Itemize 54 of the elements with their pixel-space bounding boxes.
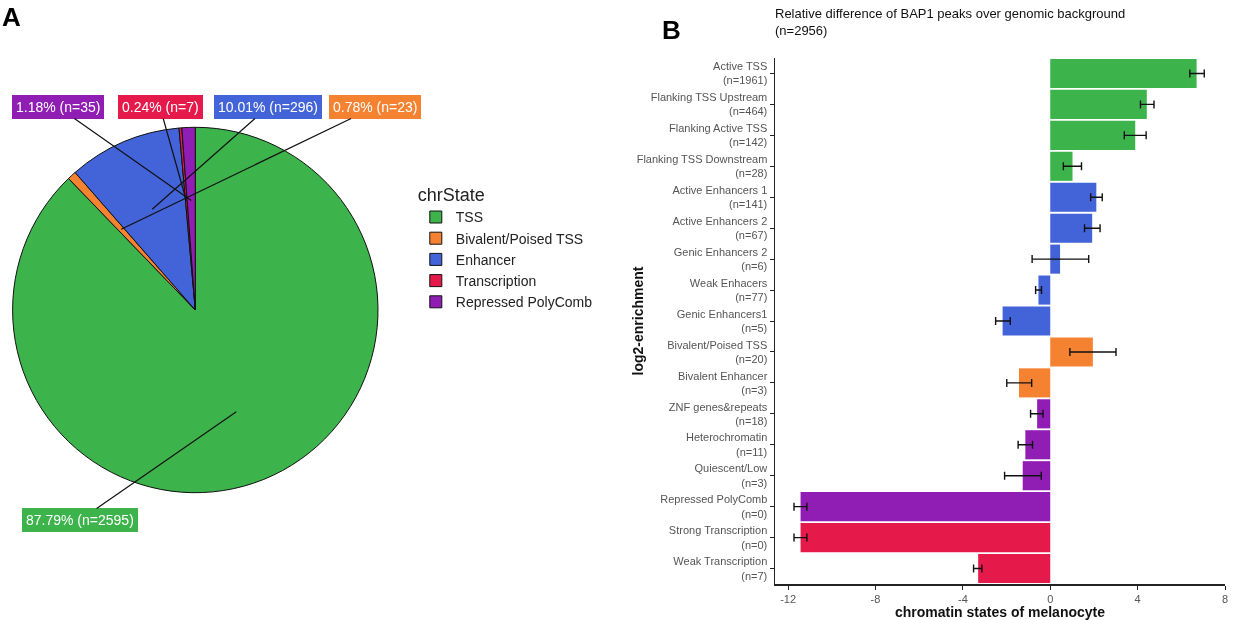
- legend-label: Transcription: [455, 273, 537, 290]
- bar: [1050, 182, 1097, 212]
- bar: [1050, 89, 1147, 119]
- bar: [1050, 120, 1136, 150]
- y-tick-label: Flanking TSS Upstream (n=464): [650, 91, 768, 118]
- text: B: [662, 15, 681, 45]
- bar: [978, 553, 1051, 584]
- y-tick-label: Genic Enhancers 2 (n=6): [673, 245, 768, 273]
- x-tick-label: 8: [1221, 592, 1229, 605]
- bar: [1022, 461, 1051, 491]
- chart-title: Relative difference of BAP1 peaks over genomic background (n=2956): [775, 6, 1126, 38]
- bar: [800, 492, 1051, 522]
- y-axis-title: log2-enrichment: [630, 266, 646, 376]
- data-label: 10.01% (n=296): [218, 99, 319, 115]
- y-tick-label: Strong Transcription (n=0): [668, 524, 768, 551]
- y-tick-label: Flanking Active TSS (n=142): [669, 122, 768, 149]
- x-tick-label: -4: [957, 592, 968, 605]
- data-label: 0.78% (n=23): [333, 99, 418, 115]
- y-tick-label: Heterochromatin (n=11): [685, 431, 768, 458]
- bar: [1050, 151, 1073, 181]
- y-tick-label: Genic Enhancers1 (n=5): [676, 307, 768, 334]
- y-tick-label: Active TSS (n=1961): [713, 60, 768, 87]
- bar: [1050, 213, 1093, 243]
- x-tick-label: 4: [1134, 592, 1141, 605]
- bar: [1025, 430, 1051, 460]
- y-tick-label: Weak Enhacers (n=77): [689, 276, 768, 304]
- data-label: 87.79% (n=2595): [26, 512, 134, 528]
- bar: [1050, 58, 1197, 89]
- legend-label: Enhancer: [455, 251, 517, 268]
- bar: [1037, 399, 1051, 429]
- legend-label: Bivalent/Poised TSS: [455, 230, 584, 247]
- y-tick-label: ZNF genes&repeats (n=18): [668, 400, 768, 427]
- x-tick-label: -8: [870, 592, 881, 605]
- y-tick-label: Flanking TSS Downstream (n=28): [636, 152, 768, 180]
- x-axis-title: chromatin states of melanocyte: [894, 604, 1106, 620]
- x-tick-label: 0: [1047, 592, 1054, 605]
- data-label: 0.24% (n=7): [122, 99, 199, 115]
- bar: [800, 523, 1051, 553]
- y-tick-label: Weak Transcription (n=7): [673, 555, 768, 582]
- y-tick-label: Bivalent/Poised TSS (n=20): [667, 338, 768, 365]
- y-tick-label: Active Enhancers 2 (n=67): [672, 214, 768, 242]
- data-label: 1.18% (n=35): [16, 99, 101, 115]
- y-tick-label: Quiescent/Low (n=3): [694, 462, 768, 489]
- legend-label: TSS: [455, 209, 484, 226]
- text: A: [2, 2, 21, 32]
- bar: [1019, 368, 1051, 398]
- y-tick-label: Active Enhancers 1 (n=141): [672, 183, 768, 211]
- legend-title: chrState: [417, 185, 485, 206]
- legend-label: Repressed PolyComb: [455, 294, 593, 311]
- bar: [1050, 244, 1061, 274]
- bar: [1050, 337, 1093, 367]
- y-tick-label: Repressed PolyComb (n=0): [660, 493, 768, 520]
- y-tick-label: Bivalent Enhancer (n=3): [678, 369, 768, 396]
- x-tick-label: -12: [780, 592, 797, 605]
